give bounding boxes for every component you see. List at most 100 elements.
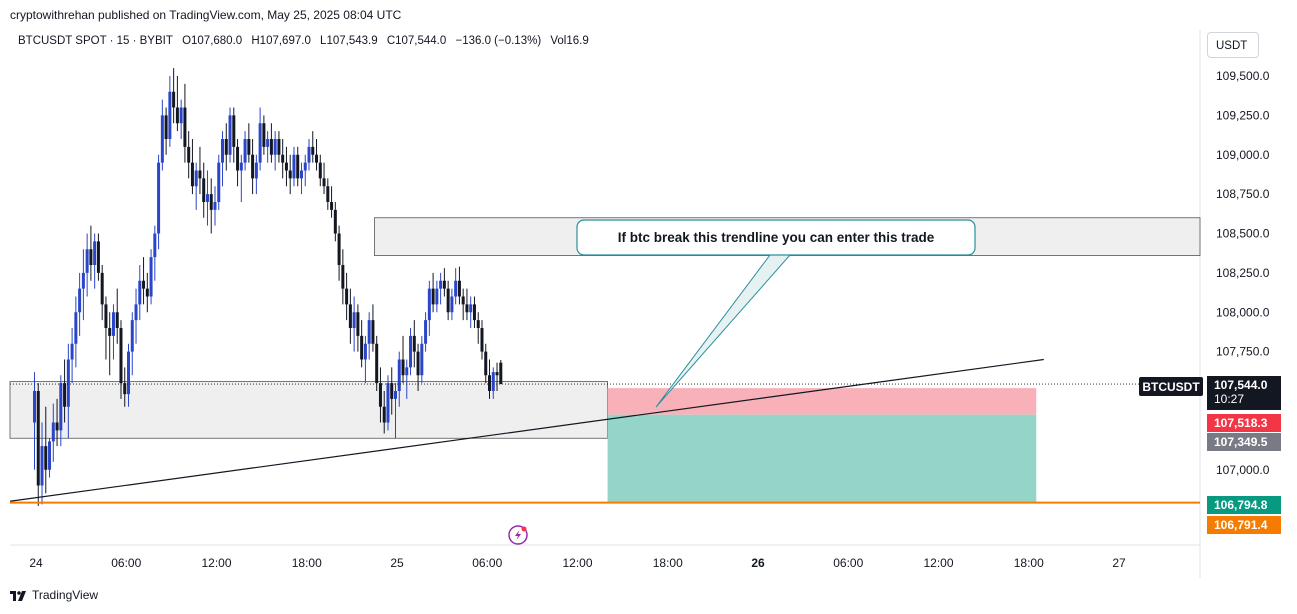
candle-body bbox=[160, 115, 164, 163]
candle-body bbox=[36, 391, 40, 486]
candle-body bbox=[457, 280, 461, 297]
candle-body bbox=[187, 146, 191, 163]
candle-body bbox=[194, 170, 198, 187]
candle bbox=[315, 139, 319, 171]
candle-body bbox=[367, 320, 371, 344]
candle bbox=[217, 154, 221, 210]
entry-price-badge-text: 107,349.5 bbox=[1214, 435, 1268, 449]
legend-change: −136.0 (−0.13%) bbox=[455, 35, 542, 47]
legend-symbol[interactable]: BTCUSDT SPOT · 15 · BYBIT bbox=[18, 35, 173, 47]
tradingview-logo[interactable]: TradingView bbox=[10, 588, 98, 602]
symbol-tag-text: BTCUSDT bbox=[1142, 380, 1200, 394]
candle bbox=[299, 162, 303, 195]
candle bbox=[446, 280, 450, 321]
candle-body bbox=[322, 178, 326, 187]
candle bbox=[179, 99, 183, 139]
candle-body bbox=[409, 335, 413, 368]
candle-body bbox=[296, 154, 300, 179]
candle-body bbox=[333, 209, 337, 234]
candle-body bbox=[198, 170, 202, 179]
candle-body bbox=[254, 162, 258, 179]
legend-close: C107,544.0 bbox=[386, 35, 447, 47]
candle-body bbox=[232, 115, 236, 147]
candle-body bbox=[416, 351, 420, 376]
candle-body bbox=[469, 304, 473, 313]
stop-loss-zone[interactable] bbox=[607, 388, 1037, 415]
candle-body bbox=[258, 123, 262, 163]
callout-text: If btc break this trendline you can ente… bbox=[618, 230, 935, 245]
target-price-badge-text: 106,794.8 bbox=[1214, 498, 1268, 512]
candle bbox=[345, 272, 349, 321]
candle-body bbox=[356, 312, 360, 336]
candle bbox=[66, 343, 70, 439]
candle-body bbox=[375, 343, 379, 384]
candle bbox=[499, 359, 503, 385]
candle-body bbox=[51, 422, 55, 442]
candle bbox=[142, 257, 146, 305]
candle bbox=[337, 225, 341, 281]
candle-body bbox=[48, 441, 52, 470]
candle-body bbox=[81, 272, 85, 289]
time-tick-label: 26 bbox=[751, 556, 765, 570]
candle bbox=[322, 162, 326, 195]
candle-body bbox=[93, 241, 97, 265]
candle bbox=[85, 233, 89, 297]
candle bbox=[228, 107, 232, 163]
callout-box[interactable] bbox=[576, 219, 976, 256]
candle-body bbox=[104, 304, 108, 328]
candle bbox=[409, 328, 413, 376]
symbol-tag-bg bbox=[1139, 377, 1203, 396]
take-profit-zone[interactable] bbox=[607, 414, 1037, 503]
candle-body bbox=[307, 146, 311, 163]
candle-body bbox=[183, 107, 187, 147]
candle-body bbox=[142, 280, 146, 289]
candle bbox=[172, 68, 176, 124]
candle bbox=[251, 139, 255, 195]
candle-body bbox=[209, 194, 213, 210]
candle bbox=[333, 202, 337, 242]
time-tick-label: 06:00 bbox=[833, 556, 863, 570]
candle bbox=[258, 107, 262, 171]
candle bbox=[378, 367, 382, 423]
candle-body bbox=[175, 107, 179, 124]
candle bbox=[288, 154, 292, 195]
candle-body bbox=[66, 359, 70, 407]
legend-volume: Vol16.9 bbox=[550, 35, 589, 47]
candle-body bbox=[424, 320, 428, 344]
candle bbox=[390, 367, 394, 415]
candle bbox=[307, 139, 311, 171]
tradingview-logo-icon bbox=[10, 591, 26, 601]
time-tick-label: 18:00 bbox=[292, 556, 322, 570]
stop-price-badge: 107,518.3 bbox=[1207, 414, 1281, 432]
candle bbox=[484, 343, 488, 384]
candle-body bbox=[243, 139, 247, 163]
time-tick-label: 06:00 bbox=[472, 556, 502, 570]
candle bbox=[424, 312, 428, 352]
candle-body bbox=[318, 162, 322, 179]
currency-selector[interactable]: USDT bbox=[1207, 32, 1259, 58]
candle-body bbox=[292, 154, 296, 179]
flash-icon[interactable] bbox=[508, 525, 528, 545]
candle-body bbox=[247, 139, 251, 155]
candle bbox=[93, 233, 97, 289]
candle bbox=[303, 154, 307, 187]
candle-body bbox=[284, 162, 288, 171]
candle-body bbox=[157, 162, 161, 234]
publisher-line: cryptowithrehan published on TradingView… bbox=[10, 8, 402, 22]
candle bbox=[104, 296, 108, 360]
candle-body bbox=[348, 304, 352, 328]
support-zone[interactable] bbox=[9, 381, 608, 439]
hline-price-badge-bg bbox=[1207, 516, 1281, 534]
candle bbox=[202, 162, 206, 218]
candle bbox=[348, 288, 352, 344]
candle bbox=[356, 304, 360, 352]
target-price-badge-bg bbox=[1207, 496, 1281, 514]
candle bbox=[232, 107, 236, 163]
trendline[interactable] bbox=[9, 358, 1044, 502]
candle-body bbox=[32, 391, 36, 423]
candle bbox=[292, 146, 296, 187]
last-price-badge-text: 10:27 bbox=[1214, 392, 1244, 406]
candle-body bbox=[190, 162, 194, 187]
candle-body bbox=[100, 272, 104, 305]
